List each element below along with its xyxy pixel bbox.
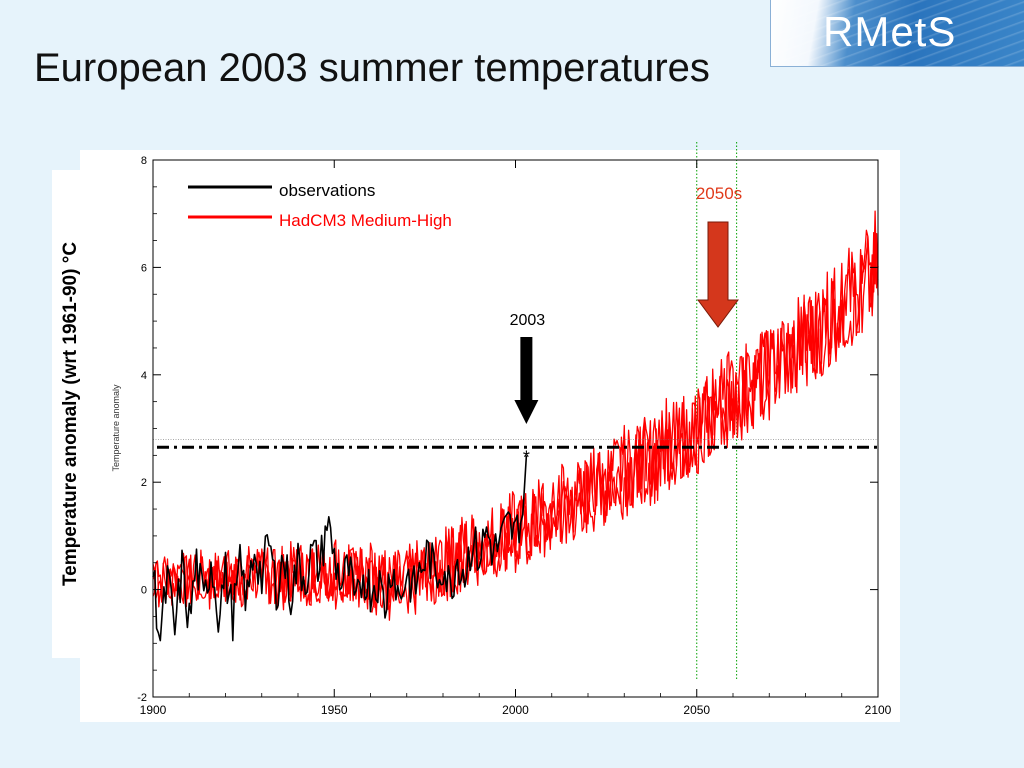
period-lines-group <box>696 142 738 680</box>
y-tick-label-2: 2 <box>141 477 147 489</box>
reference-line-group: * <box>153 438 878 467</box>
y-tick-label-4: 4 <box>141 370 147 382</box>
arrow-2050s <box>697 221 739 328</box>
series-line-2 <box>152 232 879 621</box>
x-tick-label-1900: 1900 <box>140 703 167 717</box>
x-tick-label-2100: 2100 <box>865 703 892 717</box>
y-tick-label-6: 6 <box>141 262 147 274</box>
axes-group <box>152 159 879 698</box>
plot-frame <box>152 159 879 698</box>
y-tick-label-8: 8 <box>141 155 147 167</box>
logo-streaks <box>771 0 1024 66</box>
legend-group: observations HadCM3 Medium-High <box>188 181 452 230</box>
annotation-label-2003: 2003 <box>510 312 546 329</box>
arrow-2003 <box>514 337 539 424</box>
chart-panel <box>80 150 900 722</box>
legend-label-1: HadCM3 Medium-High <box>279 211 452 230</box>
series-group <box>152 210 879 642</box>
ticks-group: 1900 1950 2000 2050 2100 -2 0 2 4 6 8 Temperature a… <box>111 155 892 717</box>
series-line-3 <box>152 210 879 615</box>
annotation-label-2050s: 2050s <box>696 184 742 203</box>
slide-title: European 2003 summer temperatures <box>34 46 710 90</box>
inner-y-axis-label: Temperature anomaly <box>111 384 121 472</box>
legend-label-0: observations <box>279 181 375 200</box>
series-line-0 <box>152 455 528 642</box>
y-tick-label-0: 0 <box>141 585 147 597</box>
x-tick-label-2050: 2050 <box>683 703 710 717</box>
x-tick-label-2000: 2000 <box>502 703 529 717</box>
rmets-logo: RMetS <box>770 0 1024 67</box>
y-axis-label-box <box>52 170 90 658</box>
logo-text: RMetS <box>823 8 957 55</box>
x-tick-label-1950: 1950 <box>321 703 348 717</box>
marker-2003: * <box>523 447 530 467</box>
y-tick-label--2: -2 <box>137 692 147 704</box>
annotations-group: 2003 2050s <box>510 184 742 424</box>
